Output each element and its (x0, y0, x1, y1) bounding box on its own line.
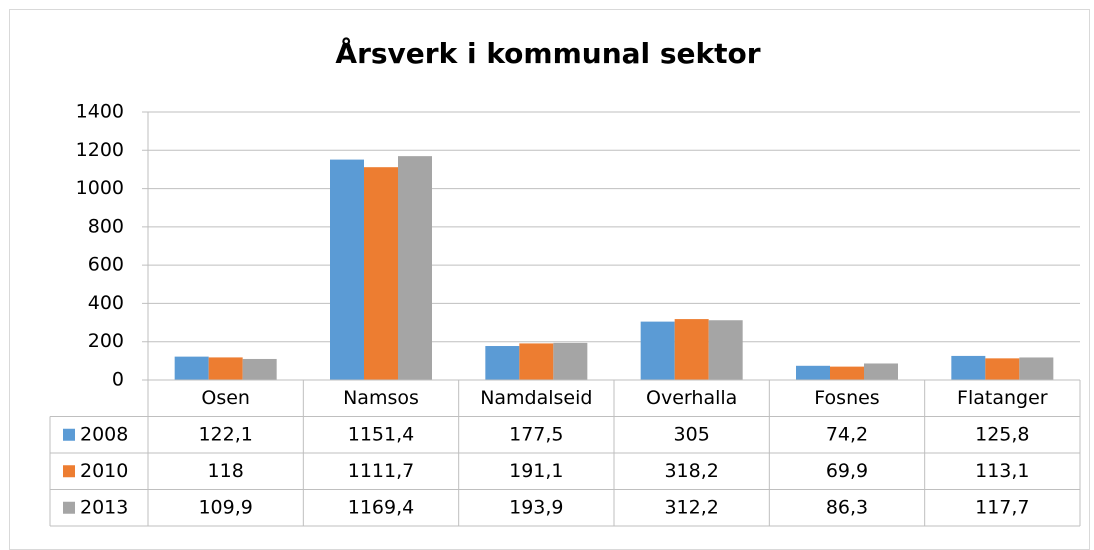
table-value: 117,7 (975, 496, 1029, 518)
y-tick-label: 1400 (76, 101, 124, 123)
table-value: 305 (674, 423, 710, 445)
x-tick-label: Namsos (343, 387, 419, 409)
bar (398, 156, 432, 380)
bar (208, 357, 243, 380)
table-value: 74,2 (826, 423, 868, 445)
legend-key (63, 501, 75, 514)
table-value: 1169,4 (348, 496, 414, 518)
table-value: 122,1 (198, 423, 252, 445)
bar (640, 321, 675, 380)
table-value: 318,2 (664, 460, 718, 482)
legend-key (63, 428, 75, 441)
bar (674, 319, 709, 380)
x-tick-label: Fosnes (814, 387, 879, 409)
bar (708, 320, 743, 380)
legend-label: 2008 (80, 423, 128, 445)
table-value: 125,8 (975, 423, 1029, 445)
table-value: 69,9 (826, 460, 868, 482)
table-value: 191,1 (509, 460, 563, 482)
table-value: 86,3 (826, 496, 868, 518)
y-tick-label: 800 (88, 215, 124, 237)
x-tick-label: Overhalla (646, 387, 737, 409)
x-tick-label: Flatanger (957, 387, 1048, 409)
bar (242, 358, 277, 380)
legend-label: 2013 (80, 496, 128, 518)
table-value: 118 (208, 460, 244, 482)
legend-key (63, 465, 75, 478)
table-value: 113,1 (975, 460, 1029, 482)
bar (796, 365, 830, 380)
y-tick-label: 200 (88, 330, 124, 352)
table-value: 1111,7 (348, 460, 414, 482)
y-tick-label: 1000 (76, 177, 124, 199)
bar (330, 159, 364, 380)
bar (864, 363, 898, 380)
chart-title: Årsverk i kommunal sektor (335, 36, 760, 70)
bar (830, 366, 864, 380)
chart-border (9, 9, 1090, 550)
table-value: 193,9 (509, 496, 563, 518)
y-tick-label: 1200 (76, 139, 124, 161)
table-value: 109,9 (198, 496, 252, 518)
bar (519, 343, 554, 380)
table-value: 312,2 (664, 496, 718, 518)
bar (951, 355, 986, 380)
bar (174, 356, 209, 380)
y-tick-label: 400 (88, 292, 124, 314)
x-tick-label: Osen (201, 387, 250, 409)
table-value: 177,5 (509, 423, 563, 445)
y-tick-label: 0 (112, 369, 124, 391)
legend-label: 2010 (80, 460, 128, 482)
bar (485, 346, 520, 380)
bar (364, 167, 398, 380)
bar (553, 342, 588, 380)
table-value: 1151,4 (348, 423, 414, 445)
bar (985, 358, 1020, 380)
x-tick-label: Namdalseid (480, 387, 592, 409)
bar (1019, 357, 1054, 380)
y-tick-label: 600 (88, 254, 124, 276)
